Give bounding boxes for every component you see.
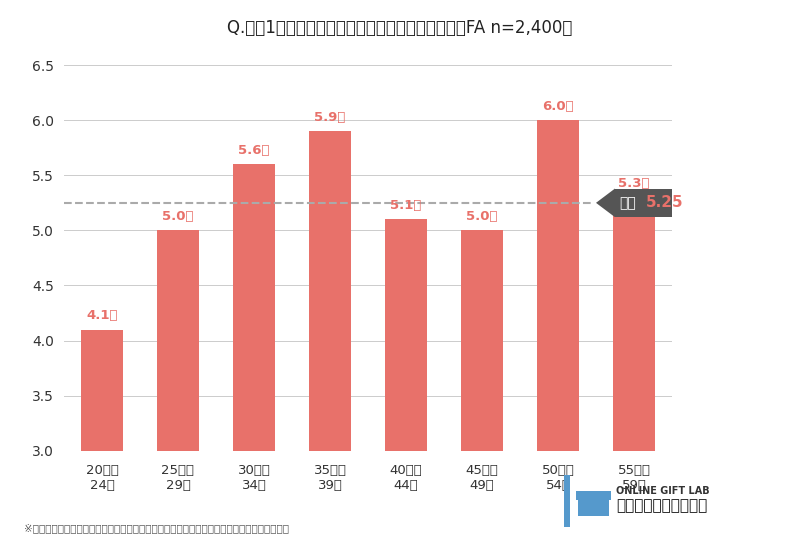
Text: 5.0回: 5.0回 <box>466 210 498 223</box>
Text: 5.3回: 5.3回 <box>618 176 650 190</box>
Text: 5.25: 5.25 <box>646 195 683 210</box>
Bar <box>233 165 275 451</box>
Bar <box>613 197 655 451</box>
Bar <box>537 120 579 451</box>
FancyBboxPatch shape <box>615 188 725 217</box>
Text: オンラインギフト総研: オンラインギフト総研 <box>616 498 707 514</box>
Text: 4.1回: 4.1回 <box>86 309 118 322</box>
Text: 回: 回 <box>689 196 697 210</box>
Polygon shape <box>596 188 615 217</box>
Bar <box>157 230 199 451</box>
Text: 6.0回: 6.0回 <box>542 99 574 112</box>
Text: 5.9回: 5.9回 <box>314 111 346 124</box>
Text: ONLINE GIFT LAB: ONLINE GIFT LAB <box>616 486 710 496</box>
Text: 平均: 平均 <box>619 196 635 210</box>
Text: Q.こで1年間に何回ギフトを購入しましたか。　（FA n=2,400）: Q.こで1年間に何回ギフトを購入しましたか。 （FA n=2,400） <box>227 19 573 37</box>
Bar <box>81 330 123 451</box>
Text: ※小数点以下の切り上げ、切り下げにより、合計値がグラフと一致しないことがございます。: ※小数点以下の切り上げ、切り下げにより、合計値がグラフと一致しないことがございま… <box>24 523 289 533</box>
Bar <box>461 230 503 451</box>
Bar <box>385 219 427 451</box>
Text: 5.0回: 5.0回 <box>162 210 194 223</box>
Bar <box>309 131 351 451</box>
Text: 5.6回: 5.6回 <box>238 143 270 156</box>
Text: 5.1回: 5.1回 <box>390 199 422 212</box>
